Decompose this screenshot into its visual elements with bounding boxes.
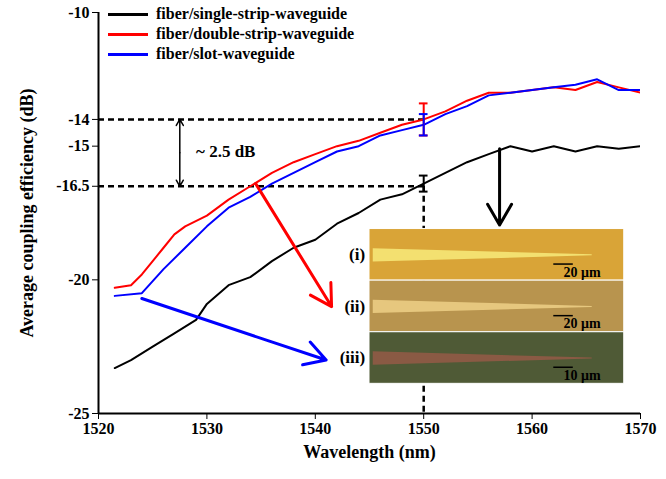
svg-text:1560: 1560 — [516, 420, 548, 437]
svg-text:~ 2.5 dB: ~ 2.5 dB — [196, 142, 255, 161]
svg-text:-20: -20 — [68, 271, 89, 288]
svg-text:Wavelength (nm): Wavelength (nm) — [303, 442, 436, 463]
svg-text:1550: 1550 — [408, 420, 440, 437]
html-text:fiber/double-strip-waveguide: fiber/double-strip-waveguide — [156, 25, 355, 42]
svg-text:(ii): (ii) — [344, 297, 365, 316]
svg-text:1570: 1570 — [625, 420, 657, 437]
svg-text:-15: -15 — [68, 137, 89, 154]
svg-text:1520: 1520 — [83, 420, 115, 437]
svg-text:-25: -25 — [68, 404, 90, 422]
svg-text:(i): (i) — [349, 245, 365, 264]
svg-text:-10: -10 — [68, 4, 89, 21]
svg-text:(iii): (iii) — [340, 348, 366, 367]
html-text:fiber/slot-waveguide: fiber/slot-waveguide — [156, 45, 295, 62]
html-text:fiber/single-strip-waveguide: fiber/single-strip-waveguide — [156, 5, 348, 22]
svg-text:-16.5: -16.5 — [56, 177, 89, 194]
svg-text:10 μm: 10 μm — [564, 368, 601, 383]
svg-text:1530: 1530 — [191, 420, 223, 437]
svg-text:1540: 1540 — [299, 420, 331, 437]
svg-text:20 μm: 20 μm — [564, 316, 601, 331]
svg-text:20 μm: 20 μm — [564, 265, 601, 280]
svg-text:-14: -14 — [68, 111, 89, 128]
svg-text:Average coupling efficiency (d: Average coupling efficiency (dB) — [17, 88, 38, 337]
